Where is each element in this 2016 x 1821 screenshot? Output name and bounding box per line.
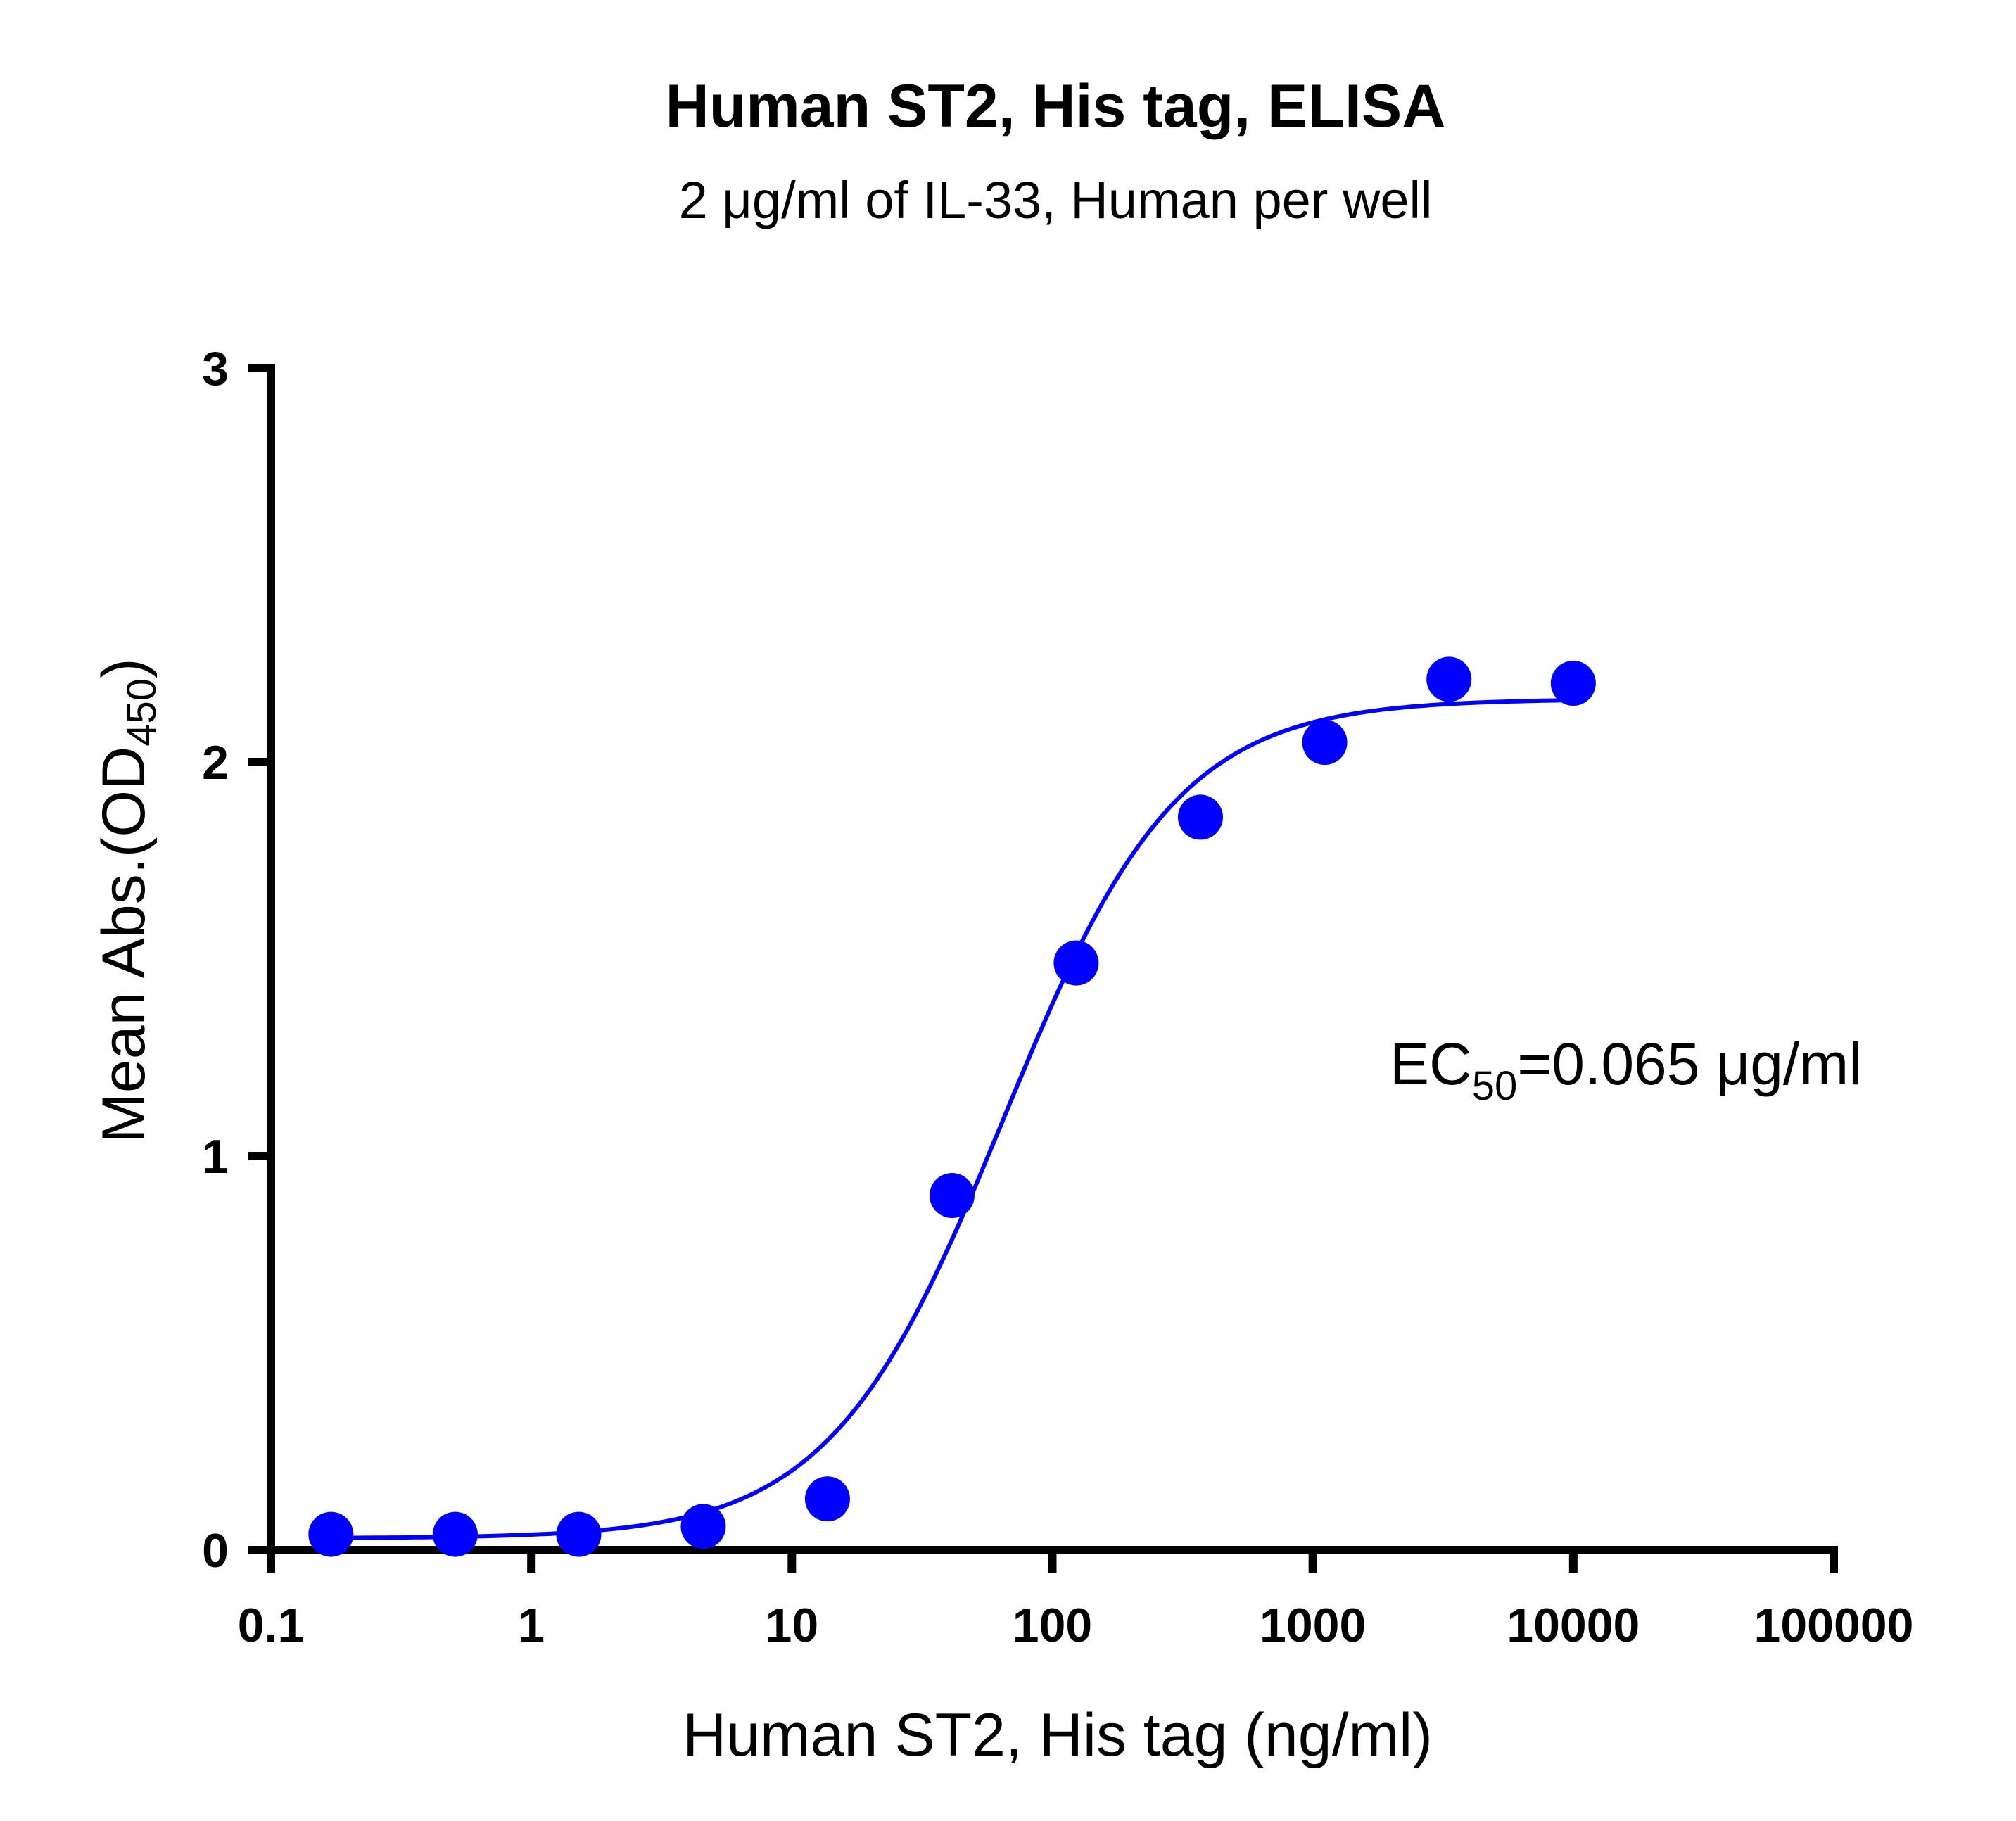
data-point (1426, 656, 1472, 702)
data-point (1550, 661, 1596, 706)
data-point (556, 1511, 602, 1557)
chart-subtitle: 2 μg/ml of IL-33, Human per well (679, 171, 1433, 229)
data-points (308, 656, 1596, 1557)
y-tick-label: 1 (202, 1130, 229, 1184)
ec50-value: =0.065 μg/ml (1517, 1031, 1862, 1097)
data-point (308, 1511, 354, 1557)
y-axis-label: Mean Abs.(OD450) (90, 658, 165, 1143)
data-point (1053, 940, 1099, 986)
y-axis-label-close: ) (90, 658, 158, 678)
fit-curve (331, 698, 1573, 1540)
y-tick-label: 3 (202, 342, 229, 395)
y-axis: 0 1 2 3 (202, 342, 275, 1578)
x-tick-label: 1000 (1260, 1599, 1366, 1652)
x-tick-label: 100000 (1754, 1599, 1914, 1652)
data-point (804, 1476, 850, 1522)
data-point (929, 1173, 975, 1218)
y-tick-label: 2 (202, 736, 229, 789)
fit-curve-layer (331, 698, 1573, 1540)
x-tick-label: 1 (518, 1599, 545, 1652)
x-axis: 0.1 1 10 100 1000 10000 100000 (238, 1546, 1914, 1652)
x-tick-label: 10000 (1507, 1599, 1640, 1652)
ec50-prefix: EC (1390, 1031, 1472, 1097)
data-point (1178, 794, 1224, 840)
data-point (1302, 720, 1348, 765)
y-axis-label-sub: 450 (119, 678, 165, 747)
x-tick-label: 0.1 (238, 1599, 305, 1652)
data-point (680, 1504, 726, 1549)
x-tick-label: 100 (1013, 1599, 1092, 1652)
x-axis-label: Human ST2, His tag (ng/ml) (683, 1701, 1433, 1769)
data-point (432, 1511, 478, 1557)
x-tick-label: 10 (766, 1599, 819, 1652)
ec50-sub: 50 (1472, 1063, 1518, 1109)
y-axis-label-main: Mean Abs.(OD (90, 747, 158, 1143)
ec50-annotation: EC50=0.065 μg/ml (1390, 1031, 1862, 1109)
chart-title: Human ST2, His tag, ELISA (666, 72, 1446, 140)
y-tick-label: 0 (202, 1524, 229, 1578)
